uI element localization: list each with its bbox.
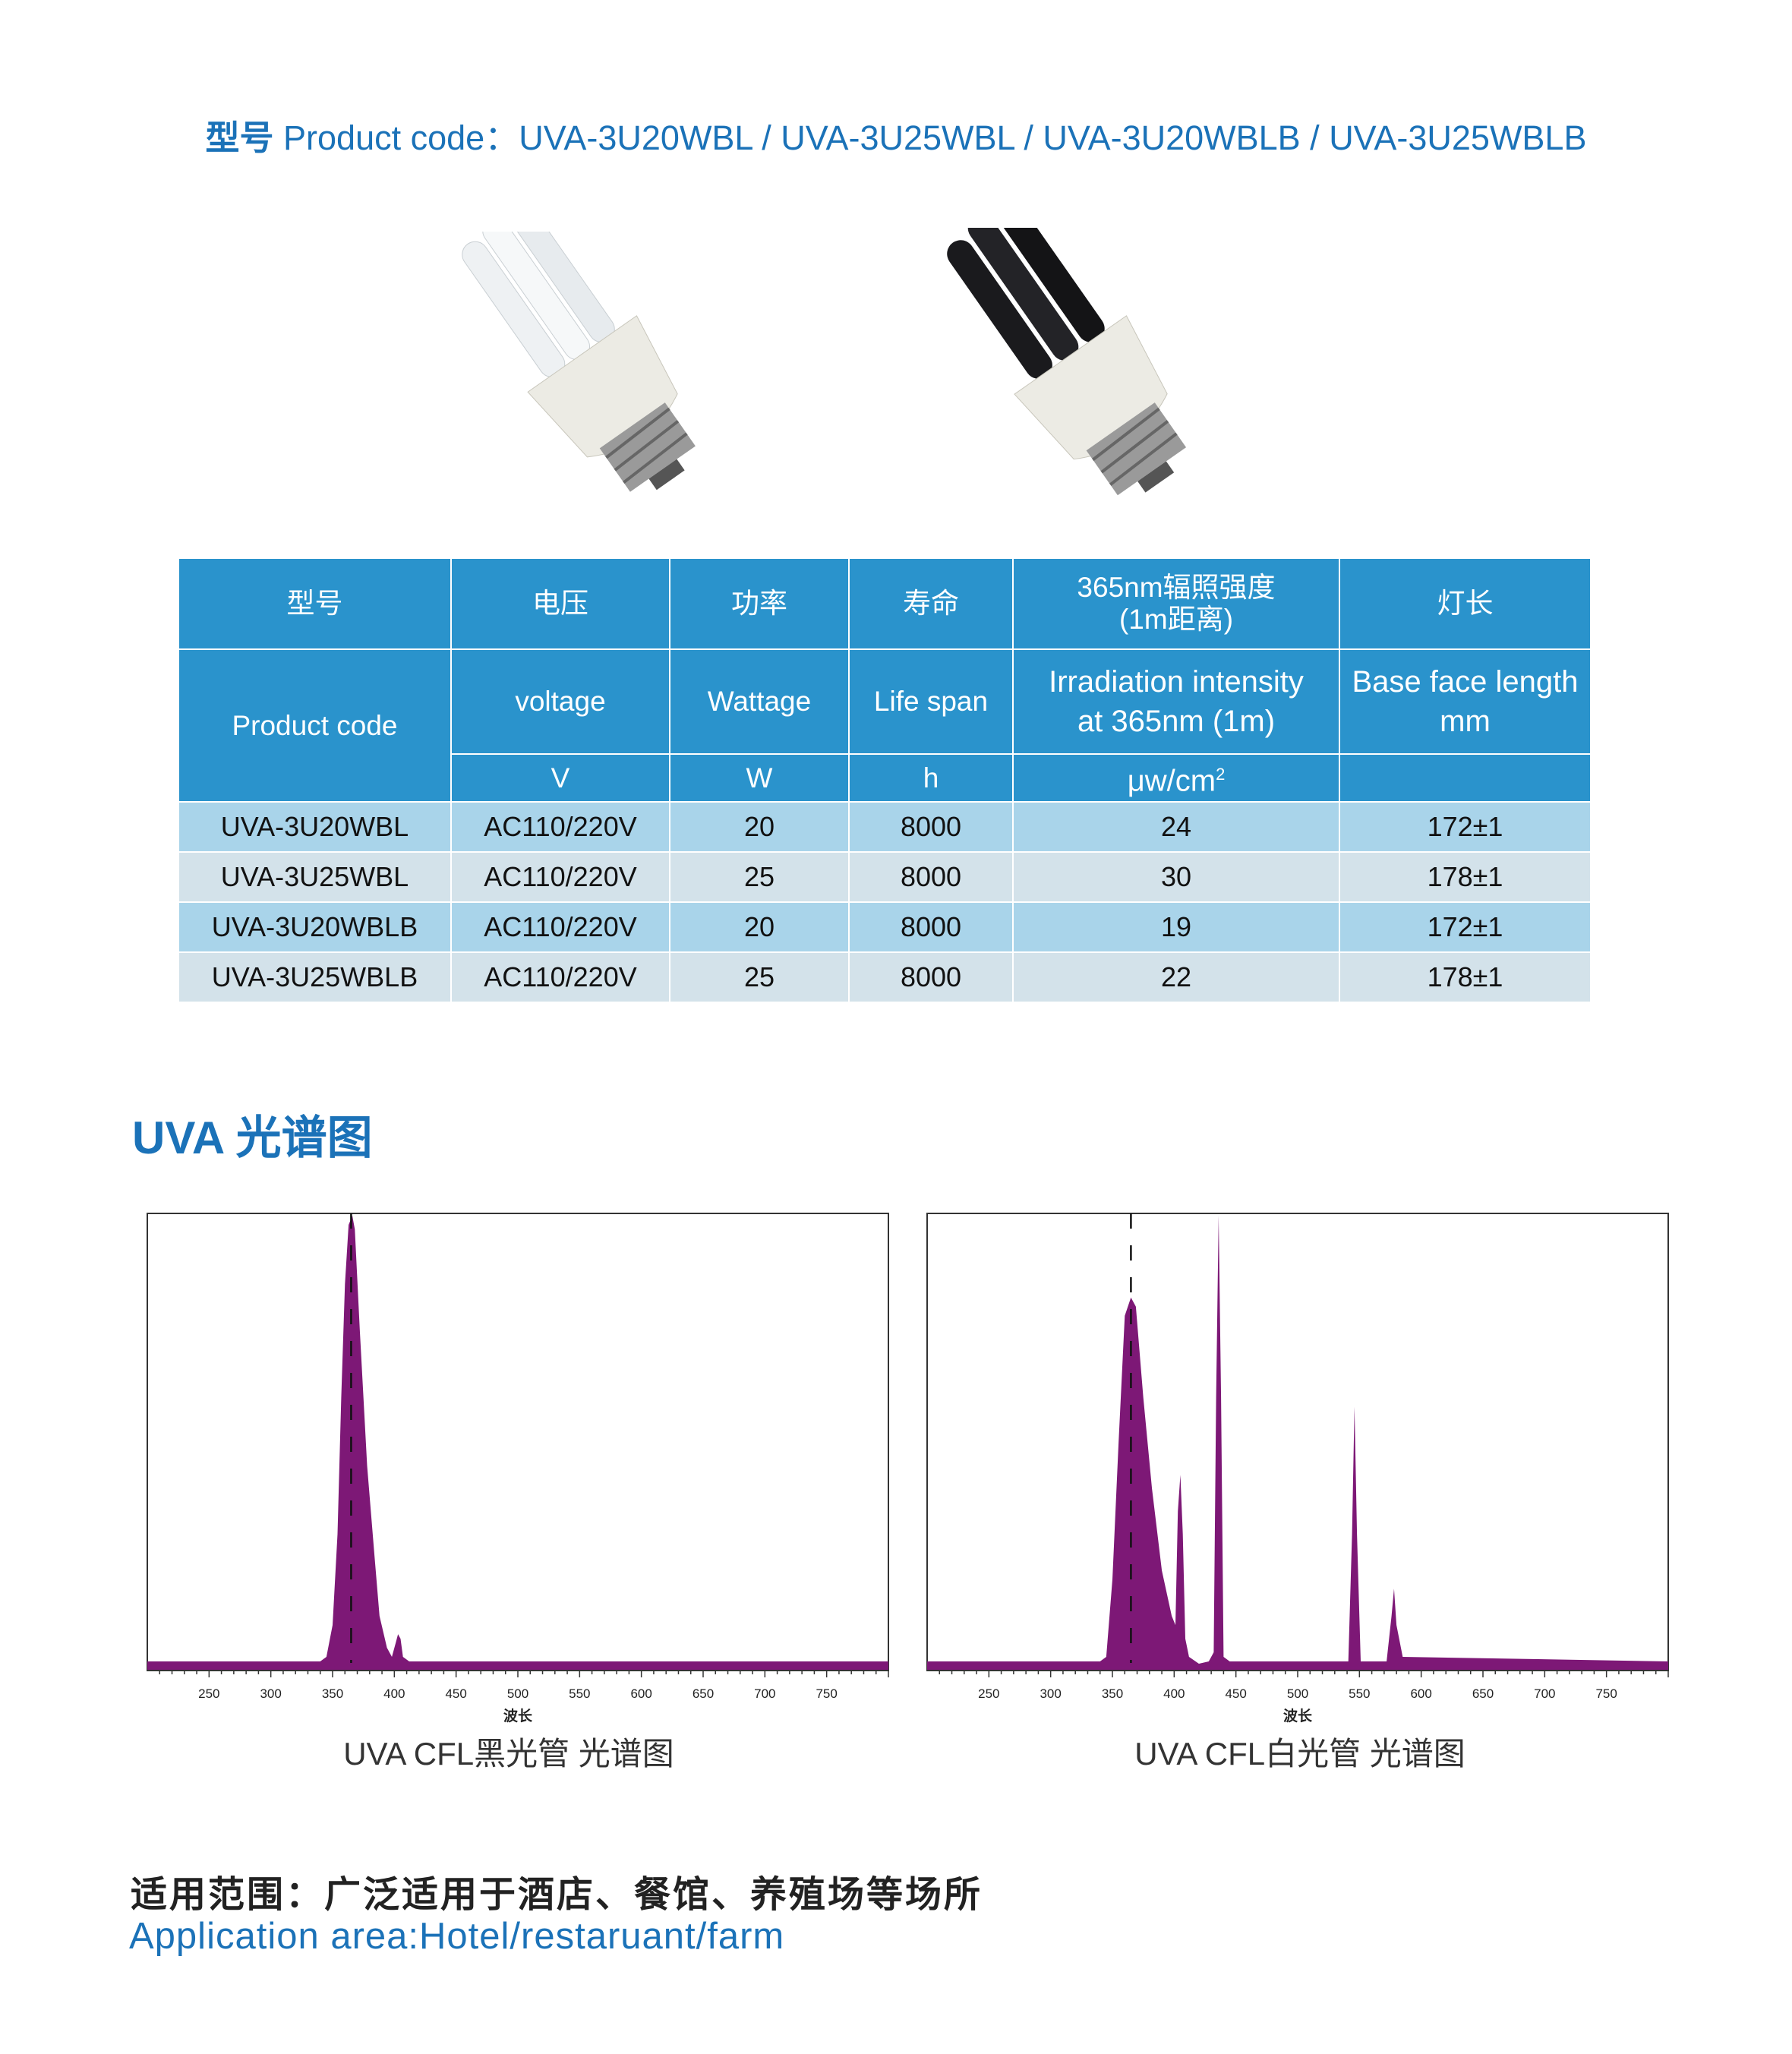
x-tick-label: 450 bbox=[1225, 1686, 1246, 1701]
header-power: 功率 bbox=[669, 557, 850, 650]
header-irradiance: 365nm辐照强度 (1m距离) bbox=[1012, 557, 1340, 650]
unit-irradiance: μw/cm2 bbox=[1012, 753, 1340, 803]
x-tick-label: 350 bbox=[1102, 1686, 1123, 1701]
header-irradiance-l1: 365nm辐照强度 bbox=[1077, 572, 1276, 603]
black-bulb-image bbox=[947, 228, 1187, 496]
x-axis-label: 波长 bbox=[503, 1707, 533, 1724]
table-cell: 19 bbox=[1012, 901, 1340, 953]
table-cell: UVA-3U25WBLB bbox=[178, 951, 452, 1003]
table-cell: 20 bbox=[669, 901, 850, 953]
table-cell: 8000 bbox=[848, 801, 1014, 853]
table-cell: 172±1 bbox=[1339, 901, 1592, 953]
plot-frame bbox=[147, 1213, 889, 1671]
x-tick-label: 750 bbox=[816, 1686, 837, 1701]
x-tick-label: 750 bbox=[1595, 1686, 1617, 1701]
x-tick-label: 300 bbox=[1040, 1686, 1061, 1701]
table-row: UVA-3U20WBL AC110/220V 20 8000 24 172±1 bbox=[178, 801, 1592, 853]
x-tick-label: 300 bbox=[260, 1686, 281, 1701]
table-cell: UVA-3U20WBL bbox=[178, 801, 452, 853]
table-cell: UVA-3U25WBL bbox=[178, 851, 452, 903]
x-tick-label: 500 bbox=[507, 1686, 528, 1701]
table-cell: AC110/220V bbox=[450, 901, 670, 953]
table-cell: UVA-3U20WBLB bbox=[178, 901, 452, 953]
table-cell: 8000 bbox=[848, 851, 1014, 903]
table-cell: 24 bbox=[1012, 801, 1340, 853]
table-cell: 8000 bbox=[848, 951, 1014, 1003]
x-tick-label: 600 bbox=[630, 1686, 651, 1701]
header-row-units: V W h μw/cm2 bbox=[178, 753, 1592, 803]
x-axis-label: 波长 bbox=[1283, 1707, 1313, 1724]
x-tick-label: 700 bbox=[1534, 1686, 1555, 1701]
x-tick-label: 650 bbox=[693, 1686, 714, 1701]
len-en-l2: mm bbox=[1440, 705, 1491, 738]
section-title: UVA 光谱图 bbox=[132, 1112, 373, 1163]
table-cell: AC110/220V bbox=[450, 951, 670, 1003]
x-tick-label: 600 bbox=[1410, 1686, 1431, 1701]
table-cell: 20 bbox=[669, 801, 850, 853]
x-tick-label: 400 bbox=[1163, 1686, 1185, 1701]
x-tick-label: 400 bbox=[383, 1686, 405, 1701]
header-irradiance-l2: (1m距离) bbox=[1118, 604, 1234, 635]
header-irradiance-en: Irradiation intensity at 365nm (1m) bbox=[1012, 648, 1340, 755]
spec-table: 型号 电压 功率 寿命 365nm辐照强度 (1m距离) 灯长 Product c… bbox=[178, 557, 1592, 1003]
table-row: UVA-3U20WBLB AC110/220V 20 8000 19 172±1 bbox=[178, 901, 1592, 953]
table-cell: 178±1 bbox=[1339, 951, 1592, 1003]
unit-irr-sup: 2 bbox=[1216, 765, 1226, 784]
irr-en-l1: Irradiation intensity bbox=[1049, 665, 1304, 699]
chart-caption-blacklight: UVA CFL黑光管 光谱图 bbox=[343, 1736, 674, 1772]
chart-caption-whitelight: UVA CFL白光管 光谱图 bbox=[1134, 1736, 1465, 1772]
x-tick-label: 350 bbox=[322, 1686, 343, 1701]
header-life: 寿命 bbox=[848, 557, 1014, 650]
spectrum-chart-whitelight: 250 300 350 400 450 500 550 600 650 700 750 波长 bbox=[926, 1213, 1669, 1724]
table-cell: 178±1 bbox=[1339, 851, 1592, 903]
header-row-en: Product code voltage Wattage Life span I… bbox=[178, 648, 1592, 803]
header-row-cn: 型号 电压 功率 寿命 365nm辐照强度 (1m距离) 灯长 bbox=[178, 557, 1592, 650]
title-cn: 型号 bbox=[205, 118, 274, 157]
table-cell: 30 bbox=[1012, 851, 1340, 903]
header-voltage-en: voltage bbox=[450, 648, 670, 755]
x-tick-label: 250 bbox=[198, 1686, 219, 1701]
header-length-en: Base face length mm bbox=[1339, 648, 1592, 755]
table-cell: 25 bbox=[669, 851, 850, 903]
table-cell: AC110/220V bbox=[450, 851, 670, 903]
header-lifespan-en: Life span bbox=[848, 648, 1014, 755]
x-tick-label: 450 bbox=[445, 1686, 466, 1701]
table-cell: 8000 bbox=[848, 901, 1014, 953]
irr-en-l2: at 365nm (1m) bbox=[1077, 705, 1276, 738]
application-cn: 适用范围：广泛适用于酒店、餐馆、养殖场等场所 bbox=[131, 1875, 983, 1915]
table-cell: 172±1 bbox=[1339, 801, 1592, 853]
table-cell: 22 bbox=[1012, 951, 1340, 1003]
application-en: Application area:Hotel/restaruant/farm bbox=[129, 1916, 785, 1957]
unit-v: V bbox=[450, 753, 670, 803]
x-tick-label: 500 bbox=[1287, 1686, 1308, 1701]
table-cell: 25 bbox=[669, 951, 850, 1003]
x-tick-label: 650 bbox=[1472, 1686, 1494, 1701]
header-wattage-en: Wattage bbox=[669, 648, 850, 755]
header-model: 型号 bbox=[178, 557, 452, 650]
unit-w: W bbox=[669, 753, 850, 803]
header-length: 灯长 bbox=[1339, 557, 1592, 650]
white-bulb-image bbox=[462, 232, 696, 492]
plot-frame bbox=[926, 1213, 1669, 1671]
spectrum-chart-blacklight: 250 300 350 400 450 500 550 600 650 700 750 波长 bbox=[147, 1213, 889, 1724]
table-cell: AC110/220V bbox=[450, 801, 670, 853]
unit-length bbox=[1339, 753, 1592, 803]
table-row: UVA-3U25WBL AC110/220V 25 8000 30 178±1 bbox=[178, 851, 1592, 903]
header-voltage: 电压 bbox=[450, 557, 670, 650]
header-product-code: Product code bbox=[178, 648, 452, 803]
x-tick-label: 550 bbox=[1349, 1686, 1370, 1701]
x-tick-label: 550 bbox=[569, 1686, 590, 1701]
x-tick-label: 250 bbox=[978, 1686, 999, 1701]
table-row: UVA-3U25WBLB AC110/220V 25 8000 22 178±1 bbox=[178, 951, 1592, 1003]
title-en: Product code：UVA-3U20WBL / UVA-3U25WBL /… bbox=[283, 118, 1587, 157]
unit-irr-base: μw/cm bbox=[1127, 764, 1216, 798]
unit-h: h bbox=[848, 753, 1014, 803]
len-en-l1: Base face length bbox=[1352, 665, 1579, 699]
x-tick-label: 700 bbox=[754, 1686, 775, 1701]
product-code-title: 型号 Product code：UVA-3U20WBL / UVA-3U25WB… bbox=[0, 110, 1792, 159]
